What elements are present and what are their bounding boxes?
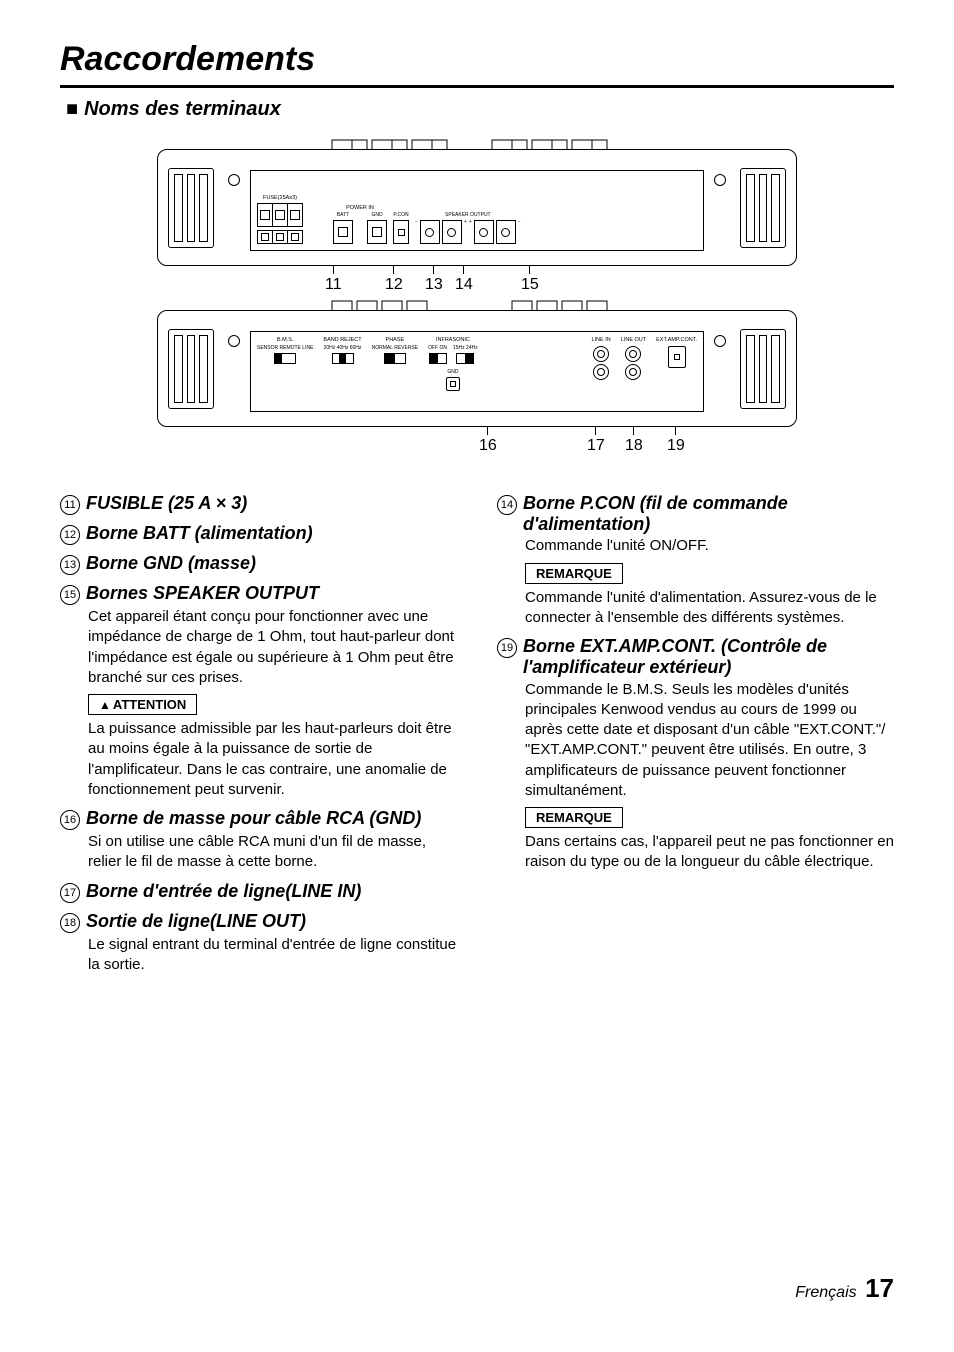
phase-range: NORMAL REVERSE [372,346,419,351]
num-badge-13: 13 [60,555,80,575]
plus-icon: + [469,220,472,244]
minus-icon: − [415,220,418,244]
infrasonic-off-on: OFF ON [428,346,447,351]
item-12: 12 Borne BATT (alimentation) [60,523,457,545]
page-footer: Frençais 17 [795,1273,894,1304]
item-title-11: FUSIBLE (25 A × 3) [86,493,247,514]
item-17: 17 Borne d'entrée de ligne(LINE IN) [60,881,457,903]
num-badge-16: 16 [60,810,80,830]
callout-17: 17 [587,437,605,455]
item-body-14: Commande l'unité ON/OFF. [525,536,894,556]
band-reject-range: 20Hz 40Hz 60Hz [324,346,362,351]
attention-body-15: La puissance admissible par les haut-par… [88,719,457,800]
num-badge-19: 19 [497,638,517,658]
remarque-label-14: REMARQUE [525,563,623,584]
num-badge-11: 11 [60,495,80,515]
callout-13: 13 [425,276,443,294]
item-title-19: Borne EXT.AMP.CONT. (Contrôle de l'ampli… [523,636,894,677]
gnd-label: GND [371,213,382,218]
line-out-label: LINE OUT [621,338,646,344]
amp-bottom-panel: B.M.S. SENSOR REMOTE LINE BAND REJECT 20… [157,310,797,427]
amp-top-panel: FUSE(25Ax3) [157,149,797,266]
callout-19: 19 [667,437,685,455]
square-bullet-icon: ■ [66,98,78,120]
attention-text: ATTENTION [113,697,186,712]
infrasonic-label: INFRASONIC [436,338,470,344]
warning-triangle-icon: ▲ [99,698,111,712]
language-label: Frençais [795,1284,856,1301]
batt-label: BATT [337,213,349,218]
item-19: 19 Borne EXT.AMP.CONT. (Contrôle de l'am… [497,636,894,872]
sensor-remote-label: SENSOR REMOTE LINE [257,346,313,351]
num-badge-15: 15 [60,585,80,605]
manual-page: Raccordements ■ Noms des terminaux [0,0,954,1352]
minus-icon: − [518,220,521,244]
num-badge-12: 12 [60,525,80,545]
item-16: 16 Borne de masse pour câble RCA (GND) S… [60,808,457,873]
item-title-15: Bornes SPEAKER OUTPUT [86,583,319,604]
remarque-label-19: REMARQUE [525,807,623,828]
num-badge-17: 17 [60,883,80,903]
band-reject-label: BAND REJECT [323,338,361,344]
bottom-callouts: 16 17 18 19 [157,427,797,453]
callout-18: 18 [625,437,643,455]
item-title-14: Borne P.CON (fil de commande d'alimentat… [523,493,894,534]
title-rule [60,85,894,88]
page-number: 17 [865,1273,894,1303]
speaker-output-label: SPEAKER OUTPUT [445,213,491,218]
remarque-body-14: Commande l'unité d'alimentation. Assurez… [525,588,894,629]
item-title-17: Borne d'entrée de ligne(LINE IN) [86,881,361,902]
attention-label: ▲ATTENTION [88,694,197,715]
remarque-body-19: Dans certains cas, l'appareil peut ne pa… [525,832,894,873]
plus-icon: + [464,220,467,244]
callout-16: 16 [479,437,497,455]
item-body-18: Le signal entrant du terminal d'entrée d… [88,935,457,976]
item-title-16: Borne de masse pour câble RCA (GND) [86,808,421,829]
page-title: Raccordements [60,40,894,79]
item-title-12: Borne BATT (alimentation) [86,523,313,544]
item-body-15: Cet appareil étant conçu pour fonctionne… [88,607,457,688]
ext-amp-cont-label: EXT.AMP.CONT. [656,338,697,344]
power-in-label: POWER IN [346,206,374,212]
top-callouts: 11 12 13 14 15 [157,266,797,292]
item-13: 13 Borne GND (masse) [60,553,457,575]
section-title-text: Noms des terminaux [84,98,281,120]
num-badge-14: 14 [497,495,517,515]
callout-11: 11 [325,276,342,294]
left-column: 11 FUSIBLE (25 A × 3) 12 Borne BATT (ali… [60,493,457,983]
callout-12: 12 [385,276,403,294]
pcon-label: P.CON [393,213,408,218]
item-title-18: Sortie de ligne(LINE OUT) [86,911,306,932]
right-column: 14 Borne P.CON (fil de commande d'alimen… [497,493,894,983]
item-18: 18 Sortie de ligne(LINE OUT) Le signal e… [60,911,457,976]
line-in-label: LINE IN [592,338,611,344]
gnd-bottom-label: GND [447,370,458,375]
fuse-label: FUSE(25Ax3) [263,196,297,202]
section-title: ■ Noms des terminaux [66,98,894,121]
content-columns: 11 FUSIBLE (25 A × 3) 12 Borne BATT (ali… [60,493,894,983]
item-11: 11 FUSIBLE (25 A × 3) [60,493,457,515]
item-title-13: Borne GND (masse) [86,553,256,574]
terminal-diagram: FUSE(25Ax3) [60,131,894,453]
num-badge-18: 18 [60,913,80,933]
callout-14: 14 [455,276,473,294]
callout-15: 15 [521,276,539,294]
item-body-16: Si on utilise une câble RCA muni d'un fi… [88,832,457,873]
item-body-19: Commande le B.M.S. Seuls les modèles d'u… [525,680,894,802]
phase-label: PHASE [386,338,405,344]
infrasonic-freq: 15Hz 24Hz [453,346,478,351]
bms-label: B.M.S. [277,338,294,344]
item-15: 15 Bornes SPEAKER OUTPUT Cet appareil ét… [60,583,457,800]
item-14: 14 Borne P.CON (fil de commande d'alimen… [497,493,894,628]
